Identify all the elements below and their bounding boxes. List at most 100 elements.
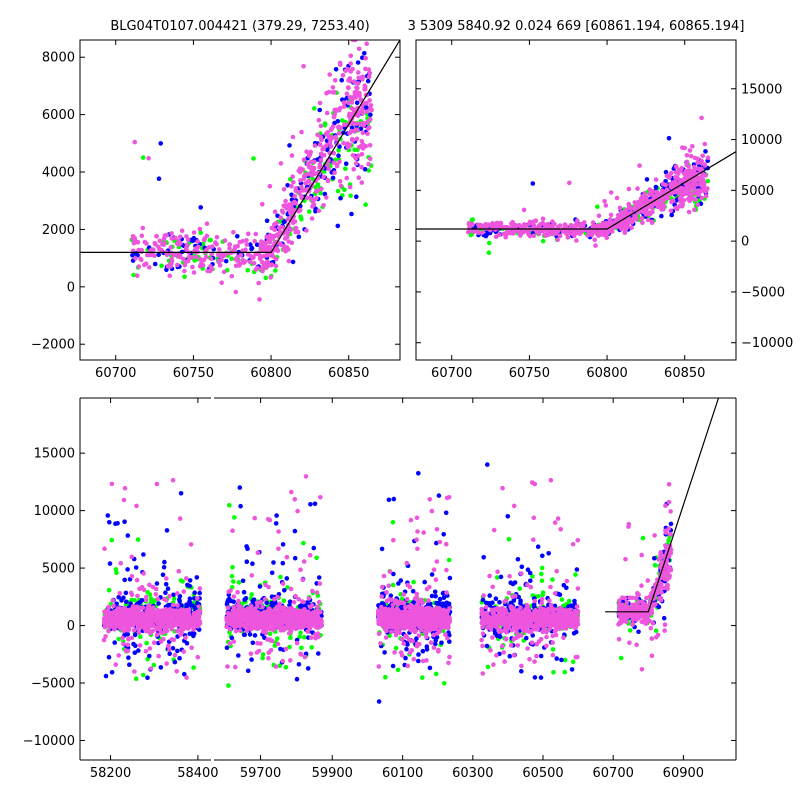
magenta-point xyxy=(299,129,304,135)
magenta-point xyxy=(261,626,267,632)
magenta-point xyxy=(233,628,239,634)
green-point xyxy=(335,188,341,194)
magenta-point xyxy=(276,625,282,630)
magenta-point xyxy=(274,613,279,619)
magenta-point xyxy=(158,639,164,644)
green-point xyxy=(298,630,303,635)
magenta-point xyxy=(306,596,312,601)
magenta-point xyxy=(647,210,653,215)
blue-point xyxy=(403,655,408,661)
magenta-point xyxy=(249,573,255,578)
magenta-point xyxy=(661,204,667,209)
magenta-point xyxy=(243,622,249,627)
magenta-point xyxy=(109,481,115,487)
magenta-point xyxy=(175,262,180,268)
green-point xyxy=(172,596,177,601)
magenta-point xyxy=(267,183,273,189)
magenta-point xyxy=(175,591,180,596)
magenta-point xyxy=(266,650,272,655)
magenta-point xyxy=(705,155,711,160)
green-point xyxy=(129,597,134,603)
magenta-point xyxy=(608,212,614,218)
magenta-point xyxy=(434,527,440,532)
blue-point xyxy=(292,528,298,534)
green-point xyxy=(260,655,266,661)
magenta-point xyxy=(687,168,693,173)
magenta-point xyxy=(150,584,156,590)
magenta-point xyxy=(227,641,233,646)
blue-point xyxy=(187,631,193,637)
magenta-point xyxy=(277,229,283,234)
magenta-point xyxy=(695,202,701,208)
magenta-point xyxy=(531,233,537,239)
blue-point xyxy=(278,646,283,652)
blue-point xyxy=(294,676,300,682)
magenta-point xyxy=(359,138,365,144)
magenta-point xyxy=(195,596,200,601)
magenta-point xyxy=(696,190,702,196)
blue-point xyxy=(257,584,263,589)
magenta-point xyxy=(272,209,278,214)
magenta-point xyxy=(265,615,271,621)
blue-point xyxy=(170,646,176,651)
magenta-point xyxy=(235,243,240,249)
axes-frame xyxy=(415,39,737,361)
magenta-point xyxy=(359,151,365,157)
magenta-point xyxy=(161,236,167,241)
blue-point xyxy=(130,252,135,258)
magenta-point xyxy=(298,614,303,620)
blue-point xyxy=(163,590,168,595)
magenta-point xyxy=(392,598,398,603)
blue-point xyxy=(305,666,311,671)
green-point xyxy=(151,662,157,668)
magenta-point xyxy=(363,66,368,72)
magenta-point xyxy=(150,613,156,619)
magenta-point xyxy=(284,234,290,240)
magenta-point xyxy=(178,254,183,260)
magenta-point xyxy=(166,643,171,649)
magenta-point xyxy=(292,497,298,502)
green-point xyxy=(390,520,396,525)
magenta-point xyxy=(478,223,484,228)
magenta-point xyxy=(354,136,360,142)
magenta-point xyxy=(176,568,182,574)
magenta-point xyxy=(196,604,202,609)
magenta-point xyxy=(298,567,303,572)
magenta-point xyxy=(289,489,294,495)
magenta-point xyxy=(681,198,687,203)
magenta-point xyxy=(165,264,171,269)
green-point xyxy=(109,537,115,543)
magenta-point xyxy=(408,602,414,608)
magenta-point xyxy=(197,263,203,269)
magenta-point xyxy=(181,619,186,624)
magenta-point xyxy=(527,219,533,225)
magenta-point xyxy=(288,211,293,216)
blue-point xyxy=(424,647,430,652)
green-point xyxy=(131,272,136,278)
magenta-point xyxy=(266,584,271,590)
magenta-point xyxy=(167,273,172,279)
magenta-point xyxy=(139,621,144,626)
green-point xyxy=(236,580,242,585)
magenta-point xyxy=(466,221,472,226)
magenta-point xyxy=(298,178,303,183)
green-point xyxy=(283,665,289,670)
magenta-point xyxy=(351,128,357,134)
magenta-point xyxy=(183,635,188,640)
green-point xyxy=(288,635,293,641)
green-point xyxy=(281,598,287,603)
y-tick-label: −10000 xyxy=(741,336,793,351)
magenta-point xyxy=(348,53,354,59)
magenta-point xyxy=(274,232,280,237)
green-point xyxy=(135,537,141,542)
magenta-point xyxy=(111,603,116,609)
green-point xyxy=(705,178,711,184)
magenta-point xyxy=(332,78,338,83)
magenta-point xyxy=(336,131,342,136)
magenta-point xyxy=(216,260,222,265)
magenta-point xyxy=(619,226,624,232)
magenta-point xyxy=(341,140,346,146)
magenta-point xyxy=(314,590,320,595)
magenta-point xyxy=(297,618,303,624)
magenta-point xyxy=(350,153,356,158)
